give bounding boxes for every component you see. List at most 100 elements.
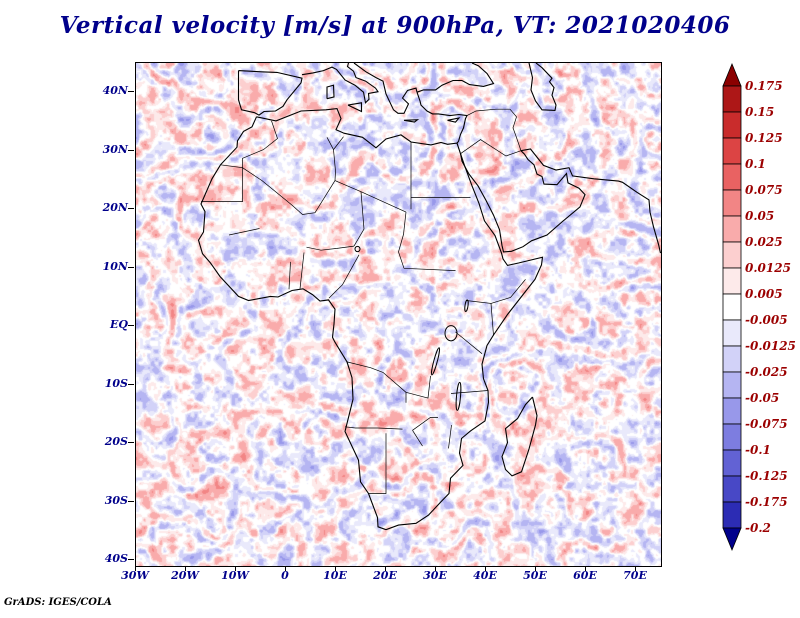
colorbar-label: 0.0125 (745, 261, 791, 275)
x-tick-label: 10W (221, 569, 249, 582)
colorbar-bottom-arrow (722, 527, 742, 552)
y-tick-label: 10N (102, 259, 128, 273)
country-border (490, 279, 526, 304)
country-border (306, 245, 355, 251)
coastline (326, 84, 335, 100)
x-tick-label: 0 (281, 569, 289, 582)
colorbar-label: -0.2 (745, 521, 771, 535)
colorbar-segment (722, 163, 742, 191)
country-border (405, 375, 431, 399)
country-border (346, 361, 407, 403)
y-tick-mark (128, 559, 134, 561)
colorbar-label: -0.05 (745, 391, 780, 405)
lake-outline (444, 325, 458, 342)
coastline (501, 396, 538, 477)
map-area (135, 62, 662, 567)
country-border (465, 300, 494, 336)
colorbar-label: -0.175 (745, 495, 788, 509)
x-tick-label: 40E (473, 569, 497, 582)
country-border (466, 108, 510, 116)
x-tick-label: 10E (323, 569, 347, 582)
lake-outline (464, 299, 469, 313)
colorbar-label: -0.075 (745, 417, 788, 431)
colorbar-label: 0.15 (745, 105, 775, 119)
x-tick-label: 60E (573, 569, 597, 582)
country-border (412, 417, 438, 431)
colorbar (722, 62, 742, 552)
y-tick-mark (128, 149, 134, 151)
y-tick-label: 30N (102, 142, 128, 156)
x-tick-mark (385, 566, 386, 571)
lake-outline (430, 347, 441, 376)
colorbar-top-arrow (722, 62, 742, 87)
country-border (328, 254, 360, 299)
country-border (460, 139, 522, 157)
x-tick-label: 70E (623, 569, 647, 582)
country-border (398, 212, 407, 269)
colorbar-segment (722, 501, 742, 529)
x-tick-mark (135, 566, 136, 571)
country-border (448, 424, 452, 449)
coastline (301, 63, 379, 104)
y-tick-mark (128, 208, 134, 210)
coastline (416, 92, 468, 144)
x-tick-label: 50E (523, 569, 547, 582)
country-border (242, 120, 278, 168)
colorbar-label: 0.075 (745, 183, 783, 197)
colorbar-segment (722, 215, 742, 243)
colorbar-segment (722, 293, 742, 321)
colorbar-segment (722, 85, 742, 113)
country-border (412, 430, 423, 447)
country-border (509, 108, 522, 151)
x-tick-mark (535, 566, 536, 571)
colorbar-label: 0.1 (745, 157, 766, 171)
colorbar-segment (722, 345, 742, 373)
chart-title: Vertical velocity [m/s] at 900hPa, VT: 2… (59, 12, 731, 39)
colorbar-label: 0.005 (745, 287, 783, 301)
velocity-field-canvas (136, 63, 661, 566)
coastline (416, 63, 495, 93)
x-tick-label: 30E (423, 569, 447, 582)
country-border (201, 164, 243, 202)
country-border (403, 267, 456, 271)
country-border (334, 180, 407, 213)
coastline (520, 148, 661, 254)
x-tick-mark (635, 566, 636, 571)
x-tick-mark (585, 566, 586, 571)
y-tick-label: 20S (104, 435, 128, 449)
y-tick-label: 40S (104, 552, 128, 566)
colorbar-label: 0.175 (745, 79, 783, 93)
x-tick-mark (285, 566, 286, 571)
country-border (368, 433, 387, 494)
y-tick-mark (128, 325, 134, 327)
colorbar-segment (722, 397, 742, 425)
colorbar-label: -0.0125 (745, 339, 796, 353)
colorbar-segment (722, 267, 742, 295)
country-border (288, 261, 291, 290)
y-tick-label: 30S (104, 493, 128, 507)
y-tick-label: 10S (104, 376, 128, 390)
colorbar-segment (722, 423, 742, 451)
country-border (456, 142, 461, 154)
country-border (353, 191, 365, 247)
colorbar-segment (722, 189, 742, 217)
x-tick-mark (335, 566, 336, 571)
coastline (237, 70, 303, 116)
x-tick-mark (185, 566, 186, 571)
coastline-borders-overlay (197, 63, 661, 531)
colorbar-segment (722, 241, 742, 269)
colorbar-segment (722, 475, 742, 503)
coastline (403, 119, 420, 123)
country-border (228, 228, 260, 236)
country-border (299, 252, 305, 289)
lake-outline (455, 381, 462, 411)
country-border (333, 136, 344, 150)
country-border (455, 331, 483, 354)
coastline (353, 63, 418, 114)
coastline (528, 63, 557, 111)
y-tick-label: 20N (102, 201, 128, 215)
country-border (326, 137, 336, 181)
colorbar-segment (722, 371, 742, 399)
colorbar-label: -0.025 (745, 365, 788, 379)
coastline (459, 150, 586, 253)
